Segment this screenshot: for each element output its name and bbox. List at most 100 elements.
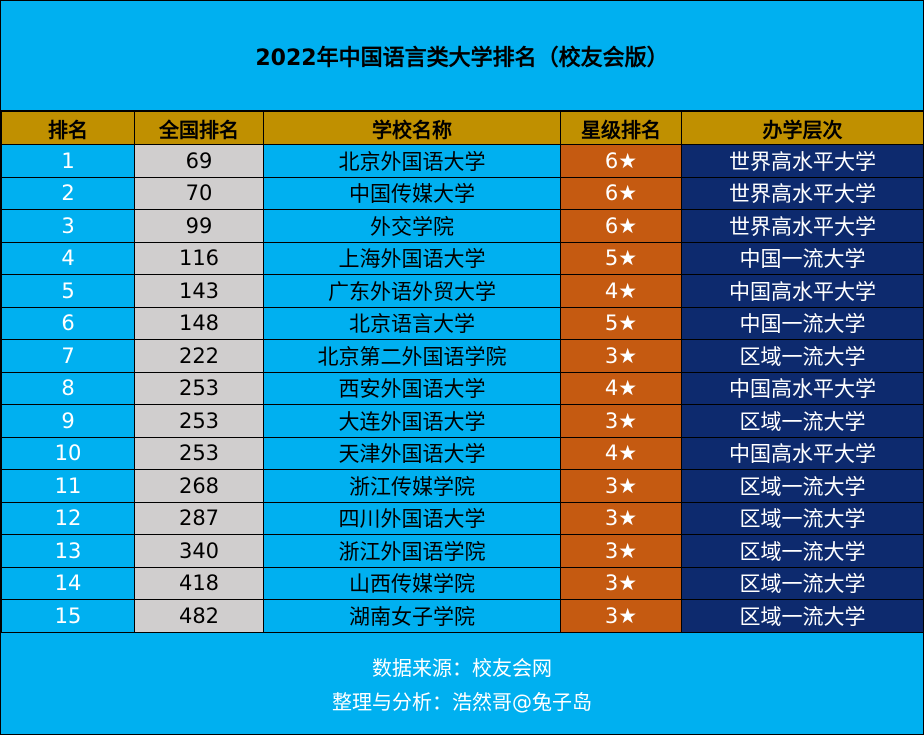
- cell-national-rank: 418: [134, 566, 264, 600]
- table-row: 11 268 浙江传媒学院 3★ 区域一流大学: [1, 469, 924, 503]
- table-body: 1 69 北京外国语大学 6★ 世界高水平大学 2 70 中国传媒大学 6★ 世界高水平大学 3 99…: [1, 144, 924, 633]
- table-row: 1 69 北京外国语大学 6★ 世界高水平大学: [1, 144, 924, 178]
- cell-level: 中国一流大学: [681, 241, 924, 275]
- cell-national-rank: 99: [134, 209, 264, 243]
- cell-school-name: 湖南女子学院: [263, 599, 561, 633]
- table-row: 4 116 上海外国语大学 5★ 中国一流大学: [1, 241, 924, 275]
- cell-rank: 7: [1, 339, 135, 373]
- cell-rank: 14: [1, 566, 135, 600]
- table-row: 7 222 北京第二外国语学院 3★ 区域一流大学: [1, 339, 924, 373]
- cell-star-rank: 3★: [560, 469, 682, 503]
- cell-rank: 5: [1, 274, 135, 308]
- cell-school-name: 北京语言大学: [263, 306, 561, 340]
- table-row: 13 340 浙江外国语学院 3★ 区域一流大学: [1, 534, 924, 568]
- cell-level: 区域一流大学: [681, 534, 924, 568]
- table-row: 2 70 中国传媒大学 6★ 世界高水平大学: [1, 176, 924, 210]
- cell-national-rank: 340: [134, 534, 264, 568]
- cell-level: 区域一流大学: [681, 469, 924, 503]
- cell-national-rank: 253: [134, 371, 264, 405]
- cell-rank: 3: [1, 209, 135, 243]
- table-row: 9 253 大连外国语大学 3★ 区域一流大学: [1, 404, 924, 438]
- cell-level: 中国高水平大学: [681, 274, 924, 308]
- table-header-row: 排名 全国排名 学校名称 星级排名 办学层次: [1, 111, 924, 145]
- cell-school-name: 大连外国语大学: [263, 404, 561, 438]
- cell-national-rank: 287: [134, 501, 264, 535]
- cell-star-rank: 3★: [560, 599, 682, 633]
- footer-source: 数据来源：校友会网: [372, 655, 552, 680]
- cell-rank: 10: [1, 436, 135, 470]
- header-rank: 排名: [1, 111, 135, 145]
- cell-star-rank: 4★: [560, 274, 682, 308]
- cell-school-name: 山西传媒学院: [263, 566, 561, 600]
- cell-star-rank: 3★: [560, 501, 682, 535]
- cell-star-rank: 5★: [560, 306, 682, 340]
- cell-national-rank: 268: [134, 469, 264, 503]
- cell-rank: 2: [1, 176, 135, 210]
- cell-national-rank: 69: [134, 144, 264, 178]
- header-school-name: 学校名称: [263, 111, 561, 145]
- cell-star-rank: 6★: [560, 209, 682, 243]
- cell-level: 区域一流大学: [681, 339, 924, 373]
- table-row: 14 418 山西传媒学院 3★ 区域一流大学: [1, 566, 924, 600]
- cell-level: 中国高水平大学: [681, 436, 924, 470]
- cell-star-rank: 3★: [560, 566, 682, 600]
- table-row: 15 482 湖南女子学院 3★ 区域一流大学: [1, 599, 924, 633]
- header-national-rank: 全国排名: [134, 111, 264, 145]
- cell-star-rank: 3★: [560, 534, 682, 568]
- cell-rank: 13: [1, 534, 135, 568]
- cell-school-name: 浙江外国语学院: [263, 534, 561, 568]
- cell-school-name: 中国传媒大学: [263, 176, 561, 210]
- header-level: 办学层次: [681, 111, 924, 145]
- cell-national-rank: 148: [134, 306, 264, 340]
- table-row: 10 253 天津外国语大学 4★ 中国高水平大学: [1, 436, 924, 470]
- cell-rank: 9: [1, 404, 135, 438]
- cell-star-rank: 6★: [560, 144, 682, 178]
- cell-level: 区域一流大学: [681, 566, 924, 600]
- cell-rank: 1: [1, 144, 135, 178]
- cell-school-name: 浙江传媒学院: [263, 469, 561, 503]
- cell-national-rank: 222: [134, 339, 264, 373]
- cell-rank: 4: [1, 241, 135, 275]
- cell-star-rank: 3★: [560, 404, 682, 438]
- cell-school-name: 天津外国语大学: [263, 436, 561, 470]
- cell-school-name: 四川外国语大学: [263, 501, 561, 535]
- cell-level: 区域一流大学: [681, 404, 924, 438]
- cell-school-name: 外交学院: [263, 209, 561, 243]
- cell-star-rank: 5★: [560, 241, 682, 275]
- cell-rank: 8: [1, 371, 135, 405]
- table-row: 5 143 广东外语外贸大学 4★ 中国高水平大学: [1, 274, 924, 308]
- cell-level: 世界高水平大学: [681, 176, 924, 210]
- cell-national-rank: 143: [134, 274, 264, 308]
- ranking-table: 排名 全国排名 学校名称 星级排名 办学层次 1 69 北京外国语大学 6★ 世界高水平…: [1, 111, 924, 633]
- header-star-rank: 星级排名: [560, 111, 682, 145]
- footer: 数据来源：校友会网 整理与分析：浩然哥@兔子岛: [1, 635, 923, 734]
- cell-star-rank: 3★: [560, 339, 682, 373]
- cell-level: 中国高水平大学: [681, 371, 924, 405]
- cell-national-rank: 253: [134, 436, 264, 470]
- cell-school-name: 广东外语外贸大学: [263, 274, 561, 308]
- cell-national-rank: 482: [134, 599, 264, 633]
- footer-author: 整理与分析：浩然哥@兔子岛: [332, 689, 592, 714]
- cell-level: 世界高水平大学: [681, 209, 924, 243]
- cell-rank: 11: [1, 469, 135, 503]
- cell-level: 世界高水平大学: [681, 144, 924, 178]
- cell-school-name: 上海外国语大学: [263, 241, 561, 275]
- cell-national-rank: 116: [134, 241, 264, 275]
- table-row: 12 287 四川外国语大学 3★ 区域一流大学: [1, 501, 924, 535]
- table-row: 6 148 北京语言大学 5★ 中国一流大学: [1, 306, 924, 340]
- cell-level: 区域一流大学: [681, 501, 924, 535]
- cell-school-name: 北京外国语大学: [263, 144, 561, 178]
- cell-school-name: 北京第二外国语学院: [263, 339, 561, 373]
- cell-star-rank: 4★: [560, 436, 682, 470]
- cell-school-name: 西安外国语大学: [263, 371, 561, 405]
- cell-national-rank: 70: [134, 176, 264, 210]
- table-row: 8 253 西安外国语大学 4★ 中国高水平大学: [1, 371, 924, 405]
- cell-level: 中国一流大学: [681, 306, 924, 340]
- cell-rank: 6: [1, 306, 135, 340]
- table-row: 3 99 外交学院 6★ 世界高水平大学: [1, 209, 924, 243]
- cell-rank: 15: [1, 599, 135, 633]
- page-title: 2022年中国语言类大学排名（校友会版）: [1, 1, 923, 111]
- cell-national-rank: 253: [134, 404, 264, 438]
- cell-level: 区域一流大学: [681, 599, 924, 633]
